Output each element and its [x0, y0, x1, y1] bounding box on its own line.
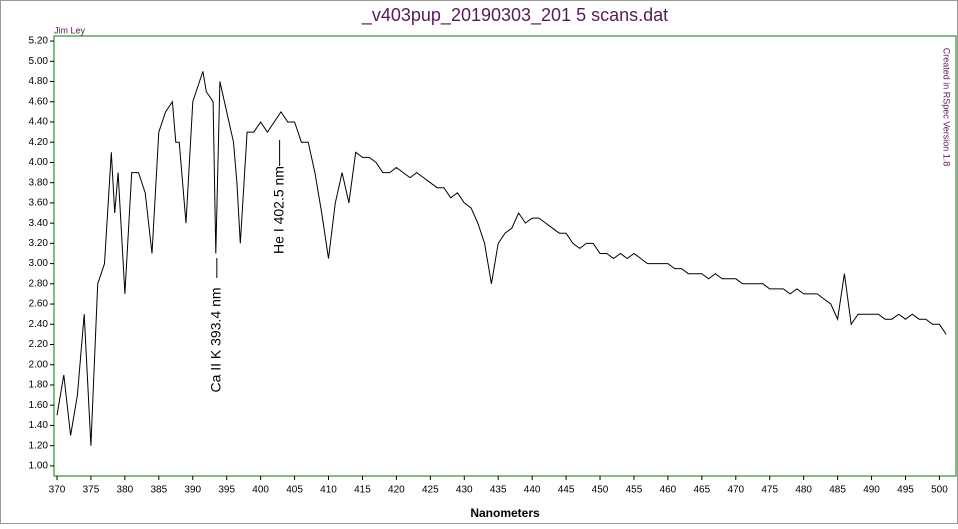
- y-tick-label: 3.20: [29, 238, 49, 249]
- annotation-label: He I 402.5 nm: [270, 166, 286, 254]
- x-tick-label: 475: [761, 485, 778, 496]
- x-tick-label: 480: [795, 485, 812, 496]
- x-tick-label: 485: [829, 485, 846, 496]
- x-tick-label: 455: [626, 485, 643, 496]
- x-tick-label: 450: [592, 485, 609, 496]
- annotation-label: Ca II K 393.4 nm: [208, 287, 224, 392]
- y-tick-label: 5.00: [29, 56, 49, 67]
- x-axis-label: Nanometers: [470, 506, 540, 520]
- y-tick-label: 1.80: [29, 380, 49, 391]
- y-tick-label: 2.00: [29, 359, 49, 370]
- y-tick-label: 2.60: [29, 299, 49, 310]
- x-tick-label: 495: [897, 485, 914, 496]
- chart-title: _v403pup_20190303_201 5 scans.dat: [361, 5, 668, 26]
- y-tick-label: 3.80: [29, 177, 49, 188]
- y-tick-label: 3.60: [29, 198, 49, 209]
- y-tick-label: 1.20: [29, 440, 49, 451]
- x-tick-label: 425: [422, 485, 439, 496]
- x-tick-label: 410: [320, 485, 337, 496]
- x-tick-label: 420: [388, 485, 405, 496]
- x-tick-label: 430: [456, 485, 473, 496]
- x-tick-label: 395: [218, 485, 235, 496]
- y-tick-label: 1.40: [29, 420, 49, 431]
- y-tick-label: 4.20: [29, 137, 49, 148]
- y-tick-label: 2.20: [29, 339, 49, 350]
- x-tick-label: 385: [150, 485, 167, 496]
- x-tick-label: 370: [49, 485, 66, 496]
- x-tick-label: 375: [83, 485, 100, 496]
- y-tick-label: 3.40: [29, 218, 49, 229]
- x-tick-label: 500: [931, 485, 948, 496]
- y-tick-label: 4.40: [29, 117, 49, 128]
- x-tick-label: 440: [524, 485, 541, 496]
- x-tick-label: 400: [252, 485, 269, 496]
- y-tick-label: 1.00: [29, 461, 49, 472]
- y-tick-label: 4.80: [29, 76, 49, 87]
- x-tick-label: 460: [660, 485, 677, 496]
- y-tick-label: 2.80: [29, 278, 49, 289]
- x-tick-label: 390: [184, 485, 201, 496]
- plot-frame: [53, 35, 957, 477]
- x-tick-label: 470: [727, 485, 744, 496]
- x-tick-label: 380: [117, 485, 134, 496]
- y-tick-label: 2.40: [29, 319, 49, 330]
- credit: Created in RSpec Version 1.8: [942, 48, 952, 167]
- x-tick-label: 405: [286, 485, 303, 496]
- spectrum-line: [56, 71, 947, 446]
- y-tick-label: 3.00: [29, 258, 49, 269]
- x-tick-label: 435: [490, 485, 507, 496]
- x-tick-label: 465: [694, 485, 711, 496]
- x-tick-label: 445: [558, 485, 575, 496]
- author: Jim Ley: [54, 25, 86, 35]
- y-tick-label: 4.60: [29, 96, 49, 107]
- y-tick-label: 1.60: [29, 400, 49, 411]
- x-tick-label: 415: [354, 485, 371, 496]
- y-tick-label: 5.20: [29, 36, 49, 47]
- x-tick-label: 490: [863, 485, 880, 496]
- y-tick-label: 4.00: [29, 157, 49, 168]
